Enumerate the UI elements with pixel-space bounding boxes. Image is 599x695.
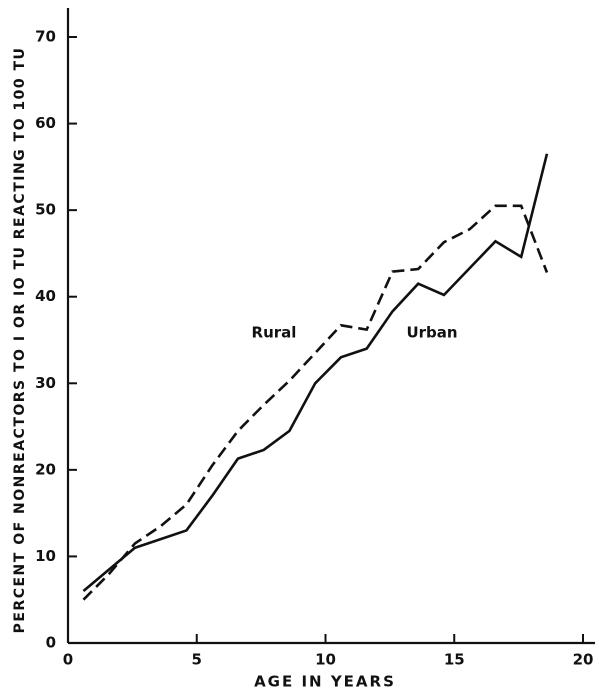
y-tick-label: 30	[35, 374, 56, 392]
y-tick-label: 60	[35, 114, 56, 132]
series-label: Urban	[406, 324, 457, 342]
y-tick-label: 0	[46, 634, 56, 652]
x-tick-label: 15	[444, 651, 465, 669]
y-tick-label: 40	[35, 287, 56, 305]
y-axis-label: PERCENT OF NONREACTORS TO I OR IO TU REA…	[12, 47, 28, 634]
series-line	[82, 204, 549, 601]
y-tick-label: 70	[35, 28, 56, 46]
x-tick-label: 5	[192, 651, 202, 669]
y-tick-label: 20	[35, 460, 56, 478]
x-axis-label: AGE IN YEARS	[254, 673, 396, 691]
x-tick-label: 0	[63, 651, 73, 669]
series-label: Rural	[252, 324, 297, 342]
y-tick-label: 10	[35, 547, 56, 565]
x-tick-label: 20	[573, 651, 594, 669]
series-line	[82, 153, 549, 593]
y-tick-label: 50	[35, 201, 56, 219]
x-tick-label: 10	[315, 651, 336, 669]
